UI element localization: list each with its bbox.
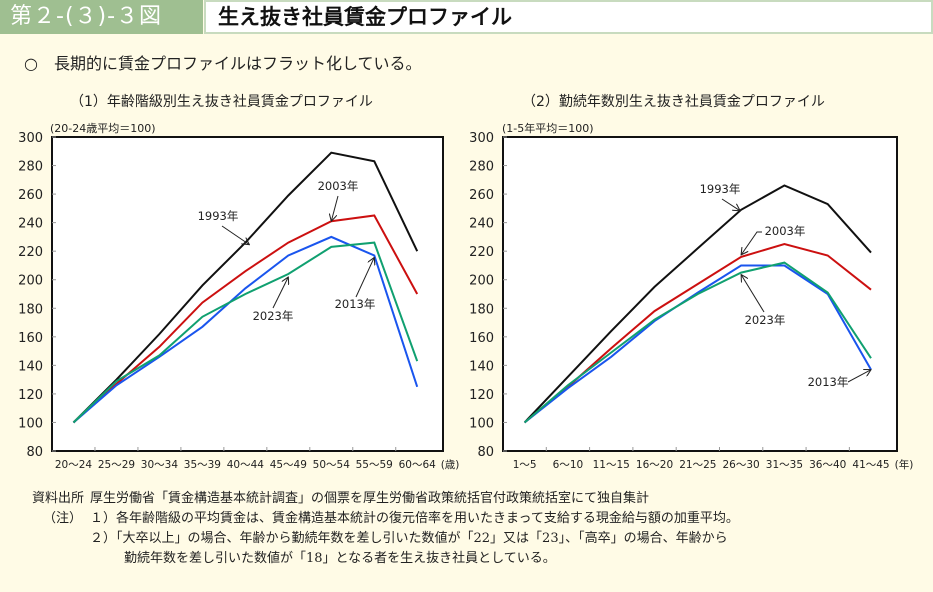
series-line-1993 [523, 184, 872, 424]
annotation-arrow-icon [272, 277, 288, 309]
annotation-arrow-icon [741, 231, 762, 255]
annotation-label-2023: 2023年 [253, 309, 294, 323]
note-label: （注） [42, 511, 82, 526]
y-tick-label: 100 [469, 416, 494, 431]
series-line-2023 [523, 261, 872, 424]
y-tick-label: 80 [26, 445, 43, 460]
annotation-label-1993: 1993年 [700, 182, 741, 196]
y-tick-label: 260 [469, 188, 494, 203]
y-tick-label: 160 [18, 331, 43, 346]
x-tick-label: 26～30 [723, 459, 760, 471]
annotation-label-2013: 2013年 [808, 375, 849, 389]
annotation-arrow-icon [221, 225, 249, 245]
y-tick-label: 280 [469, 160, 494, 175]
y-tick-label: 180 [18, 302, 43, 317]
circle-bullet-icon: ○ [24, 54, 38, 73]
annotation-label-2013: 2013年 [335, 297, 376, 311]
x-tick-label: 20～24 [55, 459, 93, 471]
x-tick-label: 30～34 [141, 459, 179, 471]
figure-number-label: 第２-(３)-３図 [0, 0, 203, 34]
notes-section: 資料出所 厚生労働省「賃金構造基本統計調査」の個票を厚生労働省政策統括官付政策統括… [32, 489, 739, 569]
annotation-label-2003: 2003年 [318, 179, 359, 193]
y-tick-label: 120 [18, 388, 43, 403]
annotation-arrow-icon [721, 198, 740, 211]
note-1: １）各年齢階級の平均賃金は、賃金構造基本統計の復元倍率を用いたきまって支給する現… [90, 511, 739, 526]
source-text: 厚生労働省「賃金構造基本統計調査」の個票を厚生労働省政策統括官付政策統括室にて独… [90, 491, 650, 506]
y-tick-label: 220 [469, 245, 494, 260]
series-line-2013 [523, 264, 872, 424]
annotation-label-2003: 2003年 [765, 224, 806, 238]
y-tick-label: 240 [18, 217, 43, 232]
annotation-arrow-icon [355, 257, 374, 298]
x-tick-label: 55～59 [356, 459, 393, 471]
x-axis-unit-label: (歳) [441, 459, 460, 471]
y-tick-label: 80 [477, 445, 494, 460]
x-tick-label: 21～25 [679, 459, 716, 471]
y-tick-label: 180 [469, 302, 494, 317]
chart2-unit-note: (1-5年平均＝100) [502, 122, 594, 135]
x-tick-label: 35～39 [184, 459, 221, 471]
series-line-2013 [72, 235, 419, 424]
y-tick-label: 240 [469, 217, 494, 232]
y-tick-label: 100 [18, 416, 43, 431]
annotation-arrow-icon [331, 195, 339, 221]
y-tick-label: 200 [469, 274, 494, 289]
x-tick-label: 50～54 [313, 459, 351, 471]
annotation-arrow-icon [847, 370, 871, 383]
y-tick-label: 300 [469, 131, 494, 146]
x-axis-unit-label: (年) [895, 458, 914, 471]
x-tick-label: 11～15 [593, 459, 630, 471]
note-2-line-2: 勤続年数を差し引いた数値が「18」となる者を生え抜き社員としている。 [124, 551, 556, 566]
x-tick-label: 16～20 [636, 459, 673, 471]
annotation-arrow-icon [741, 275, 765, 313]
y-tick-label: 280 [18, 160, 43, 175]
y-tick-label: 200 [18, 274, 43, 289]
x-tick-label: 36～40 [809, 459, 846, 471]
lead-sentence: ○ 長期的に賃金プロファイルはフラット化している。 [24, 50, 422, 74]
source-label: 資料出所 [32, 491, 85, 506]
chart1-unit-note: (20-24歳平均＝100) [50, 122, 156, 135]
lead-text: 長期的に賃金プロファイルはフラット化している。 [53, 54, 422, 73]
annotation-label-1993: 1993年 [198, 209, 239, 223]
annotation-label-2023: 2023年 [745, 313, 786, 327]
y-tick-label: 140 [18, 359, 43, 374]
x-tick-label: 41～45 [852, 459, 889, 471]
x-tick-label: 1～5 [513, 459, 537, 471]
y-tick-label: 300 [18, 131, 43, 146]
series-line-2023 [72, 241, 419, 424]
chart2-title: （2）勤続年数別生え抜き社員賃金プロファイル [522, 94, 825, 110]
y-tick-label: 140 [469, 359, 494, 374]
x-tick-label: 25～29 [98, 459, 135, 471]
y-tick-label: 160 [469, 331, 494, 346]
chart1-title: （1）年齢階級別生え抜き社員賃金プロファイル [70, 94, 373, 110]
y-tick-label: 120 [469, 388, 494, 403]
figure-title: 生え抜き社員賃金プロファイル [204, 0, 933, 34]
y-tick-label: 260 [18, 188, 43, 203]
x-tick-label: 45～49 [270, 459, 307, 471]
x-tick-label: 6～10 [553, 459, 584, 471]
x-tick-label: 31～35 [766, 459, 803, 471]
x-tick-label: 60～64 [399, 459, 437, 471]
x-tick-label: 40～44 [227, 459, 265, 471]
y-tick-label: 220 [18, 245, 43, 260]
note-2-line-1: ２）「大卒以上」の場合、年齢から勤続年数を差し引いた数値が「22」又は「23」、… [90, 531, 728, 546]
